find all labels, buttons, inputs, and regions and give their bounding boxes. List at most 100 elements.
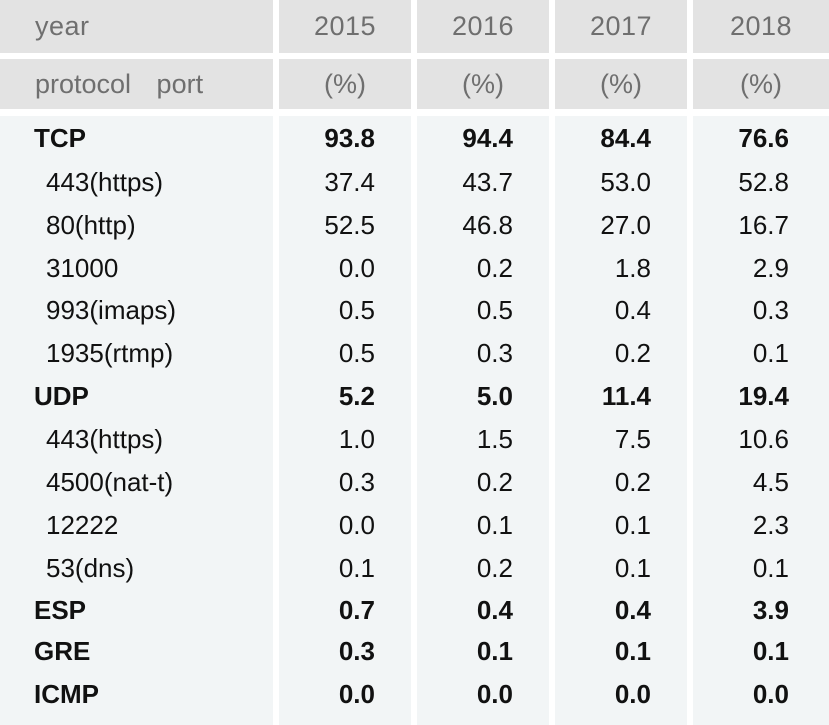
value-cell-2018: 10.6 (738, 424, 789, 454)
row-label: UDP (34, 381, 89, 411)
table-row: 4500(nat-t) 0.3 0.2 0.2 4.5 (0, 461, 829, 504)
year-2015-header: 2015 (279, 0, 411, 53)
table-row: 12222 0.0 0.1 0.1 2.3 (0, 504, 829, 547)
value-cell-2015: 0.5 (338, 295, 375, 325)
year-2016-header: 2016 (417, 0, 549, 53)
value-cell-2017: 1.8 (614, 252, 651, 283)
value-cell-2018: 19.4 (738, 381, 789, 411)
value-cell-2015: 37.4 (324, 167, 375, 197)
value-cell-2015: 0.3 (338, 467, 375, 497)
value-cell-2017: 84.4 (600, 123, 651, 153)
value-cell-2018: 0.3 (752, 295, 789, 325)
value-cell-2015: 0.0 (338, 252, 375, 283)
value-cell-2018: 0.1 (752, 338, 789, 368)
value-cell-2017: 0.0 (614, 678, 651, 709)
table-row: GRE 0.3 0.1 0.1 0.1 (0, 631, 829, 672)
table-row: 53(dns) 0.1 0.2 0.1 0.1 (0, 547, 829, 590)
value-cell-2018: 16.7 (738, 210, 789, 240)
value-cell-2017: 0.4 (614, 295, 651, 325)
value-cell-2016: 0.5 (476, 295, 513, 325)
column-divider (273, 116, 279, 725)
table-row: UDP 5.2 5.0 11.4 19.4 (0, 375, 829, 418)
row-label: TCP (34, 123, 86, 153)
table-row: ICMP 0.0 0.0 0.0 0.0 (0, 672, 829, 716)
value-cell-2018: 0.0 (752, 678, 789, 709)
value-cell-2018: 3.9 (752, 595, 789, 625)
header-row-year: year 2015 2016 2017 2018 (0, 0, 829, 53)
row-label: 31000 (46, 252, 119, 283)
row-label: 4500(nat-t) (46, 467, 174, 497)
value-cell-2016: 1.5 (476, 424, 513, 454)
year-2017-header: 2017 (555, 0, 687, 53)
protocol-port-header: protocol port (0, 59, 273, 109)
value-cell-2015: 52.5 (324, 210, 375, 240)
value-cell-2017: 0.2 (614, 467, 651, 497)
value-cell-2016: 0.2 (476, 467, 513, 497)
row-label: 1935(rtmp) (46, 338, 174, 368)
value-cell-2018: 2.9 (752, 252, 789, 283)
value-cell-2017: 0.2 (614, 338, 651, 368)
table-row: 1935(rtmp) 0.5 0.3 0.2 0.1 (0, 332, 829, 375)
row-label: 53(dns) (46, 553, 135, 583)
value-cell-2018: 2.3 (752, 510, 789, 540)
value-cell-2017: 0.1 (614, 510, 651, 540)
table-row: 993(imaps) 0.5 0.5 0.4 0.3 (0, 289, 829, 332)
value-cell-2016: 0.2 (476, 252, 513, 283)
unit-2017-header: (%) (555, 59, 687, 109)
value-cell-2016: 0.3 (476, 338, 513, 368)
value-cell-2016: 94.4 (462, 123, 513, 153)
value-cell-2018: 52.8 (738, 167, 789, 197)
unit-2015-header: (%) (279, 59, 411, 109)
table-row: 443(https) 1.0 1.5 7.5 10.6 (0, 418, 829, 461)
value-cell-2016: 0.1 (476, 636, 513, 666)
value-cell-2015: 93.8 (324, 123, 375, 153)
value-cell-2017: 7.5 (614, 424, 651, 454)
value-cell-2015: 0.0 (338, 678, 375, 709)
table-row: 80(http) 52.5 46.8 27.0 16.7 (0, 204, 829, 247)
header-row-units: protocol port (%) (%) (%) (%) (0, 59, 829, 109)
value-cell-2017: 0.1 (614, 553, 651, 583)
value-cell-2016: 0.1 (476, 510, 513, 540)
column-divider (549, 116, 555, 725)
value-cell-2015: 5.2 (338, 381, 375, 411)
value-cell-2015: 0.1 (338, 553, 375, 583)
value-cell-2018: 4.5 (752, 467, 789, 497)
value-cell-2016: 43.7 (462, 167, 513, 197)
value-cell-2018: 76.6 (738, 123, 789, 153)
value-cell-2017: 11.4 (601, 381, 651, 411)
value-cell-2016: 5.0 (476, 381, 513, 411)
table-row: TCP 93.8 94.4 84.4 76.6 (0, 116, 829, 161)
row-label: 80(http) (46, 210, 136, 240)
row-label: 993(imaps) (46, 295, 177, 325)
table-rows: TCP 93.8 94.4 84.4 76.6 443(https) 37.4 43.7 53.… (0, 116, 829, 716)
value-cell-2015: 0.3 (338, 636, 375, 666)
unit-2018-header: (%) (693, 59, 829, 109)
table-row: ESP 0.7 0.4 0.4 3.9 (0, 590, 829, 631)
value-cell-2015: 1.0 (338, 424, 375, 454)
value-cell-2016: 0.4 (476, 595, 513, 625)
year-header: year (0, 0, 273, 53)
table-row: 31000 0.0 0.2 1.8 2.9 (0, 247, 829, 289)
column-divider (687, 116, 693, 725)
value-cell-2017: 53.0 (600, 167, 651, 197)
value-cell-2017: 0.4 (614, 595, 651, 625)
value-cell-2016: 46.8 (462, 210, 513, 240)
row-label: 443(https) (46, 167, 164, 197)
value-cell-2016: 0.2 (476, 553, 513, 583)
unit-2016-header: (%) (417, 59, 549, 109)
row-label: ICMP (34, 678, 99, 709)
value-cell-2018: 0.1 (752, 636, 789, 666)
value-cell-2015: 0.7 (338, 595, 375, 625)
row-label: GRE (34, 636, 91, 666)
value-cell-2015: 0.5 (338, 338, 375, 368)
year-2018-header: 2018 (693, 0, 829, 53)
value-cell-2017: 0.1 (614, 636, 651, 666)
row-label: 12222 (46, 510, 119, 540)
value-cell-2015: 0.0 (338, 510, 375, 540)
row-label: ESP (34, 595, 87, 625)
table-row: 443(https) 37.4 43.7 53.0 52.8 (0, 161, 829, 204)
row-label: 443(https) (46, 424, 164, 454)
value-cell-2016: 0.0 (476, 678, 513, 709)
value-cell-2017: 27.0 (600, 210, 651, 240)
